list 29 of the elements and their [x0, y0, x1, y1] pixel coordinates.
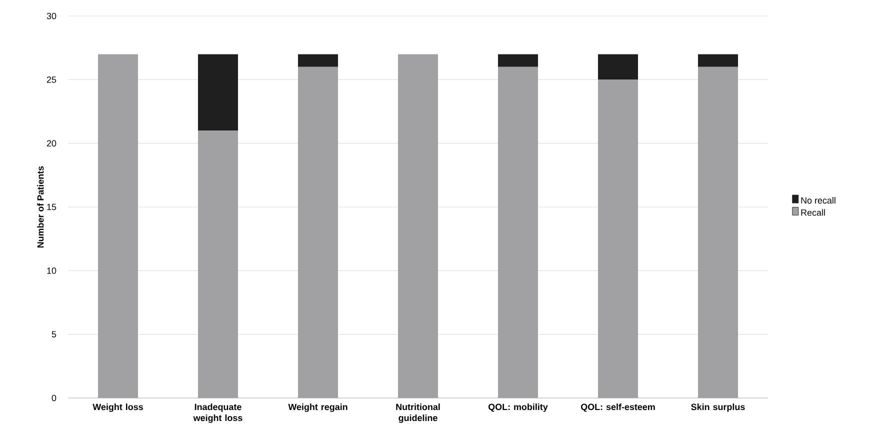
bar	[98, 54, 138, 398]
y-tick-label: 20	[46, 140, 56, 147]
bar	[298, 66, 338, 398]
x-tick-label: Nutritional guideline	[396, 404, 440, 423]
y-tick-label: 25	[46, 76, 56, 83]
x-tick-label: Inadequate weight loss	[193, 404, 242, 423]
bar	[698, 66, 738, 398]
y-tick-label: 0	[52, 394, 56, 402]
y-tick-label: 10	[47, 267, 56, 274]
y-tick-label: 15	[47, 204, 56, 210]
bar	[698, 54, 738, 67]
bar	[498, 54, 538, 67]
y-axis-title: Number of Patients	[37, 166, 44, 248]
legend-label: Recall	[801, 209, 825, 216]
bar	[598, 80, 638, 398]
x-tick-label: Skin surplus	[691, 404, 745, 412]
y-tick-label: 5	[52, 331, 56, 338]
bar	[198, 130, 238, 398]
bar	[198, 54, 238, 131]
y-tick-label: 30	[46, 12, 56, 20]
bar	[598, 54, 638, 80]
bar	[298, 54, 338, 67]
x-tick-label: Weight regain	[288, 404, 348, 412]
x-tick-label: QOL: self-esteem	[581, 404, 655, 412]
bar	[498, 66, 538, 398]
x-tick-label: QOL: mobility	[488, 404, 548, 412]
x-tick-label: Weight loss	[92, 404, 143, 412]
bar	[398, 54, 438, 398]
legend-label: No recall	[801, 197, 836, 204]
